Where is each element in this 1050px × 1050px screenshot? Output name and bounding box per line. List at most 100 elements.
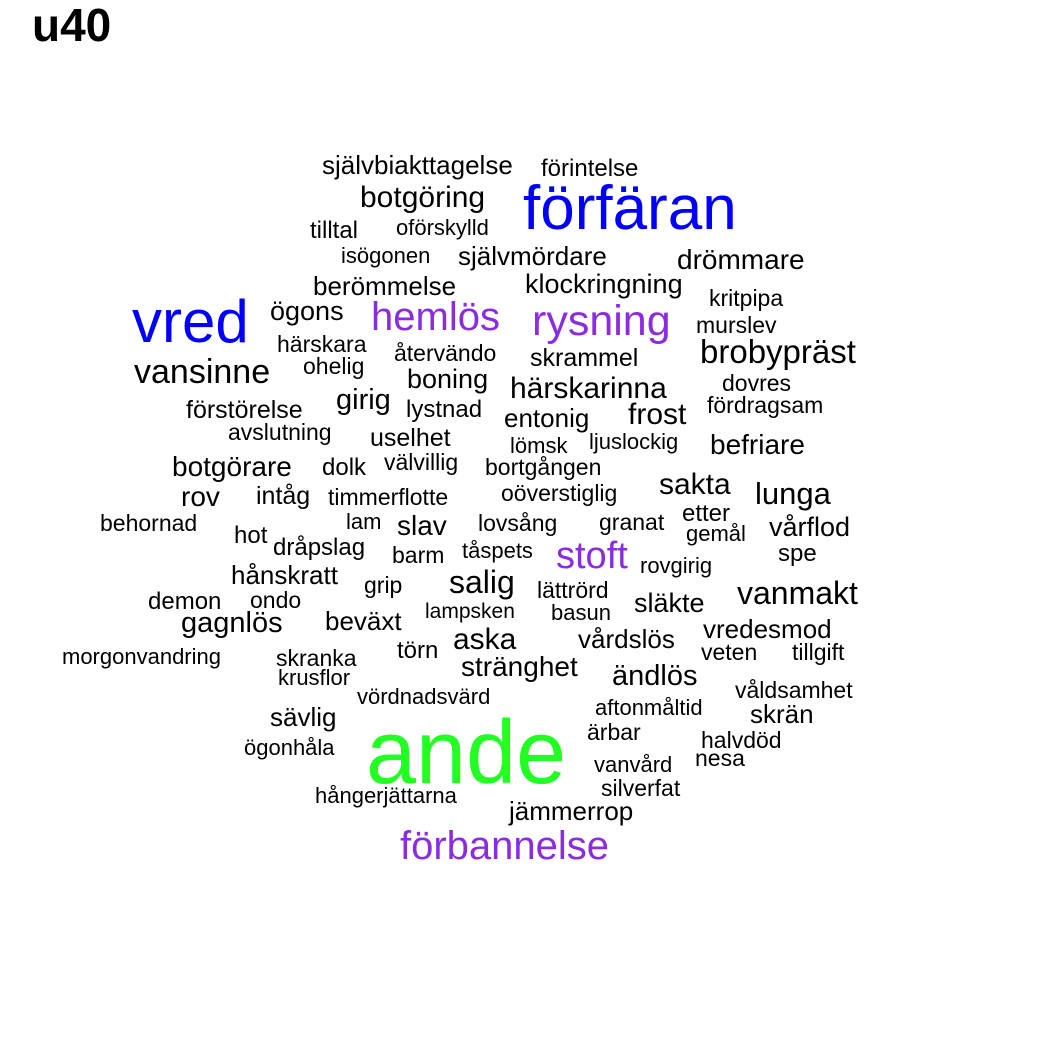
cloud-word-timmerflotte: timmerflotte [328,484,449,510]
cloud-word-vordnadsvard: vördnadsvärd [357,684,491,709]
cloud-word-intag: intåg [256,482,311,510]
cloud-word-halvdod: halvdöd [701,727,782,753]
cloud-word-tillgift: tillgift [792,639,845,665]
cloud-word-varflod: vårflod [769,512,851,542]
cloud-word-jammerrop: jämmerrop [509,796,634,826]
cloud-word-demon: demon [148,588,222,615]
cloud-word-murslev: murslev [696,312,777,338]
cloud-word-dovres: dovres [722,370,792,396]
cloud-word-atervando: återvändo [394,340,497,366]
cloud-word-berommelse: berömmelse [313,271,457,301]
cloud-word-granat: granat [599,509,665,535]
cloud-word-krusflor: krusflor [278,665,351,690]
cloud-word-slakte: släkte [634,588,705,618]
cloud-word-nesa: nesa [695,745,745,771]
cloud-word-hot: hot [234,522,268,549]
cloud-word-entonig: entonig [504,403,590,433]
cloud-word-lam: lam [346,509,382,534]
cloud-word-ande: ande [366,703,567,803]
cloud-word-spe: spe [778,540,817,567]
cloud-word-harskarinna: härskarinna [510,372,667,405]
cloud-word-gagnlos: gagnlös [181,607,283,639]
cloud-word-harskara: härskara [277,331,367,357]
cloud-word-torn: törn [397,637,439,664]
cloud-word-frost: frost [628,398,687,431]
cloud-word-hangerjattarna: hångerjättarna [315,783,457,808]
cloud-word-vardslos: vårdslös [578,624,675,654]
cloud-word-befriare: befriare [710,429,805,460]
cloud-word-kritpipa: kritpipa [709,285,784,311]
cloud-word-skranka: skranka [276,645,357,671]
cloud-word-rysning: rysning [532,297,671,345]
cloud-word-brobyprast: brobypräst [700,333,856,370]
cloud-word-rovgirig: rovgirig [640,553,713,578]
cloud-word-behornad: behornad [100,510,198,536]
chart-title: u40 [32,0,112,51]
cloud-word-forstorelse: förstörelse [186,396,303,424]
cloud-word-bevaxt: beväxt [325,606,402,636]
cloud-word-girig: girig [336,384,391,416]
cloud-word-vred: vred [132,288,249,355]
cloud-word-sakta: sakta [659,468,731,501]
cloud-word-basun: basun [551,600,611,625]
cloud-word-ohelig: ohelig [303,353,365,379]
cloud-word-sjalvmordare: självmördare [458,241,607,271]
cloud-word-drommare: drömmare [677,244,805,275]
cloud-word-sjalvbiakttagelse: självbiakttagelse [322,150,513,180]
cloud-word-rov: rov [181,481,220,512]
cloud-word-forintelse: förintelse [541,155,639,182]
cloud-word-lunga: lunga [755,476,831,511]
cloud-word-lomsk: lömsk [510,433,568,458]
cloud-word-slav: slav [397,510,447,541]
cloud-word-gemal: gemål [686,521,746,546]
cloud-word-fordragsam: fördragsam [707,392,824,418]
cloud-word-vanmakt: vanmakt [737,575,858,611]
cloud-word-lattrord: lättrörd [537,577,609,603]
cloud-word-morgonvandring: morgonvandring [62,644,221,669]
cloud-word-silverfat: silverfat [601,775,681,801]
cloud-word-skran: skrän [750,699,814,729]
cloud-word-vredesmod: vredesmod [703,614,832,644]
cloud-word-veten: veten [701,639,758,665]
cloud-word-aska: aska [453,623,517,656]
cloud-word-andlos: ändlös [612,660,698,692]
cloud-word-uselhet: uselhet [370,424,451,452]
cloud-word-ljuslockig: ljuslockig [589,429,679,454]
cloud-word-hanskratt: hånskratt [231,560,338,590]
cloud-word-ogonhala: ögonhåla [244,735,335,760]
cloud-word-grip: grip [364,572,403,598]
cloud-word-botgorare: botgörare [172,451,292,482]
cloud-word-dolk: dolk [322,454,367,481]
cloud-word-lystnad: lystnad [406,396,483,423]
cloud-word-boning: boning [407,364,489,394]
cloud-word-hemlos: hemlös [371,295,500,339]
cloud-word-forfaran: förfäran [523,174,737,243]
cloud-word-taspets: tåspets [462,538,533,563]
cloud-word-vanvard: vanvård [594,752,673,777]
cloud-word-skrammel: skrammel [530,344,639,372]
cloud-word-valvillig: välvillig [384,449,459,475]
cloud-word-salig: salig [449,564,515,600]
cloud-word-savlig: sävlig [270,702,337,732]
cloud-word-drapslag: dråpslag [273,534,366,561]
cloud-word-stoft: stoft [556,535,628,577]
cloud-word-isogonen: isögonen [341,243,431,268]
cloud-word-aftonmaltid: aftonmåltid [595,695,703,720]
cloud-word-klockringning: klockringning [525,269,683,299]
cloud-word-botgoring: botgöring [360,181,486,214]
cloud-word-ogons: ögons [270,296,344,326]
cloud-word-lovsang: lovsång [478,510,558,536]
cloud-word-vansinne: vansinne [134,353,271,391]
cloud-word-valdsamhet: våldsamhet [735,677,853,703]
cloud-word-ondo: ondo [250,587,302,613]
cloud-word-bortgangen: bortgången [485,454,602,480]
cloud-word-etter: etter [682,500,731,527]
cloud-word-stranghet: stränghet [461,651,578,682]
cloud-word-lampsken: lampsken [425,600,515,623]
cloud-word-forbannelse: förbannelse [400,824,610,868]
cloud-word-tilltal: tilltal [310,217,359,244]
cloud-word-arbar: ärbar [587,719,641,745]
cloud-word-barm: barm [392,542,445,568]
cloud-word-avslutning: avslutning [228,419,332,445]
